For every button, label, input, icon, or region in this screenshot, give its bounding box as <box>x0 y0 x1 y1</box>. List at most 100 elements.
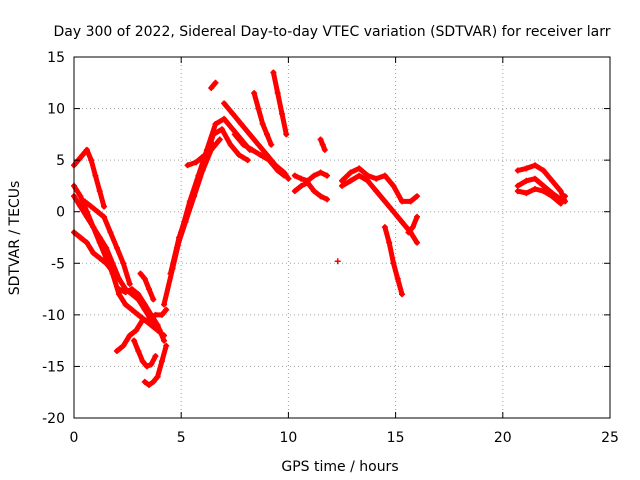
data-point-plus <box>268 141 275 148</box>
series-trace <box>339 173 420 246</box>
data-point-plus <box>81 198 88 205</box>
x-tick-label: 15 <box>387 430 405 446</box>
data-point-plus <box>158 358 165 365</box>
series-arc-ad <box>514 186 564 207</box>
series-trace <box>185 142 216 168</box>
data-point-plus <box>549 193 556 200</box>
data-point-plus <box>210 141 217 148</box>
data-point-plus <box>96 255 103 262</box>
data-point-plus <box>141 378 148 385</box>
chart-title: Day 300 of 2022, Sidereal Day-to-day VTE… <box>54 24 611 40</box>
data-point-plus <box>373 175 380 182</box>
data-point-plus <box>319 141 326 148</box>
y-tick-label: -20 <box>42 411 65 427</box>
grid-layer <box>74 57 610 418</box>
data-point-plus <box>139 317 146 324</box>
data-point-plus <box>141 275 148 282</box>
data-point-plus <box>83 146 90 153</box>
data-point-plus <box>339 182 345 189</box>
series-trace <box>82 198 133 287</box>
data-point-plus <box>414 239 421 246</box>
data-point-plus <box>103 244 110 251</box>
data-point-plus <box>83 239 90 246</box>
data-point-plus <box>394 275 401 282</box>
data-point-plus <box>216 136 223 143</box>
data-point-plus <box>364 172 371 179</box>
data-point-plus <box>257 151 264 158</box>
data-point-plus <box>291 188 298 195</box>
x-tick-label: 0 <box>70 430 79 446</box>
series-trace <box>71 193 163 333</box>
data-point-plus <box>212 79 219 86</box>
data-point-plus <box>514 188 521 195</box>
data-point-plus <box>373 188 380 195</box>
series-arc-u <box>291 179 330 203</box>
data-point-plus <box>540 167 547 174</box>
data-point-plus <box>561 193 568 200</box>
data-point-plus <box>90 249 97 256</box>
data-point-plus <box>255 141 262 148</box>
data-point-plus <box>221 100 228 107</box>
data-point-plus <box>347 177 354 184</box>
data-point-plus <box>414 213 421 220</box>
y-tick-label: -10 <box>42 308 65 324</box>
data-point-plus <box>390 260 397 267</box>
data-point-plus <box>255 105 262 112</box>
data-point-plus <box>274 167 281 174</box>
series-arc-z <box>381 224 406 298</box>
y-axis-label: SDTVAR / TECUs <box>7 181 23 296</box>
ticks-layer: 0 5 10 15 20 25 -20 -15 -10 -5 0 5 10 15 <box>42 50 619 446</box>
data-point-plus <box>531 175 538 182</box>
data-point-plus <box>113 347 120 354</box>
data-point-plus <box>229 126 236 133</box>
data-point-plus <box>356 172 363 179</box>
data-point-plus <box>141 301 148 308</box>
data-point-plus <box>126 280 133 287</box>
data-point-plus <box>128 306 135 313</box>
data-point-plus <box>540 188 547 195</box>
data-point-plus <box>283 131 290 138</box>
data-point-plus <box>323 172 330 179</box>
data-point-plus <box>248 146 255 153</box>
data-point-plus <box>381 224 388 231</box>
series-arc-b <box>71 193 163 334</box>
data-point-plus <box>278 110 285 117</box>
x-axis-label: GPS time / hours <box>281 459 398 475</box>
y-tick-label: -5 <box>51 256 65 272</box>
data-point-plus <box>101 213 108 220</box>
x-tick-label: 5 <box>177 430 186 446</box>
series-arc-n <box>184 141 217 169</box>
data-point-plus <box>399 291 406 298</box>
x-tick-label: 10 <box>279 430 297 446</box>
data-point-plus <box>107 229 114 236</box>
data-point-plus <box>531 186 538 193</box>
data-point-plus <box>364 177 371 184</box>
data-point-plus <box>514 167 521 174</box>
series-arc-v <box>317 136 328 153</box>
y-tick-label: 10 <box>47 102 65 118</box>
data-point-plus <box>208 84 215 91</box>
data-point-plus <box>146 381 153 388</box>
data-point-plus <box>409 224 416 231</box>
series-arc-h <box>131 337 159 370</box>
series-arc-s <box>270 69 290 138</box>
data-point-plus <box>414 193 421 200</box>
data-point-plus <box>390 182 397 189</box>
data-point-plus <box>109 260 116 267</box>
data-point-plus <box>133 327 140 334</box>
data-point-plus <box>158 311 165 318</box>
y-tick-label: -15 <box>42 359 65 375</box>
data-point-plus <box>523 177 530 184</box>
data-point-plus <box>77 203 84 210</box>
data-point-plus <box>128 286 135 293</box>
data-point-plus <box>94 208 101 215</box>
data-point-plus <box>317 136 324 143</box>
data-marks-layer <box>71 69 568 388</box>
data-point-plus <box>218 126 225 133</box>
y-tick-label: 15 <box>47 50 65 66</box>
data-point-plus <box>557 200 564 207</box>
data-point-plus <box>120 260 127 267</box>
data-point-plus <box>107 265 114 272</box>
data-point-plus <box>390 208 397 215</box>
data-point-plus <box>137 270 144 277</box>
